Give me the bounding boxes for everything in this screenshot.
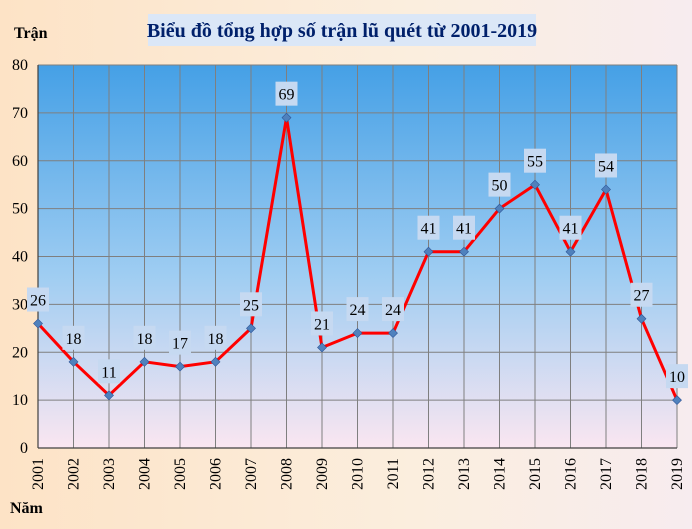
y-tick-label: 20	[12, 344, 28, 361]
data-label: 24	[385, 302, 401, 319]
data-label-box	[630, 282, 653, 307]
data-labels: 26 18 11 18 17 18 25 69 21 24 24 41 41 50 55 41 54 27 10	[27, 81, 688, 389]
data-point-marker	[459, 246, 469, 257]
data-label-box	[98, 359, 120, 384]
x-tick-label: 2007	[243, 458, 260, 490]
x-tick-label: 2012	[421, 458, 438, 490]
y-tick-label: 80	[12, 57, 28, 74]
data-label-box	[133, 325, 156, 350]
x-tick-label: 2009	[314, 458, 331, 490]
x-tick-label: 2015	[527, 458, 544, 490]
x-tick-label: 2019	[669, 458, 686, 490]
title-box	[148, 14, 536, 46]
x-tick-label: 2011	[385, 458, 402, 489]
data-label: 50	[492, 178, 508, 195]
y-tick-label: 30	[12, 296, 28, 313]
data-label: 21	[314, 316, 330, 333]
data-label-box	[595, 153, 617, 178]
x-tick-label: 2008	[279, 458, 296, 490]
data-label: 11	[101, 364, 116, 381]
x-axis-label: Năm	[10, 500, 44, 517]
data-point-marker	[494, 203, 505, 214]
data-label: 41	[563, 221, 579, 238]
x-tick-label: 2013	[456, 458, 473, 490]
data-label: 18	[208, 331, 224, 348]
data-point-marker	[33, 318, 43, 329]
x-tick-label: 2001	[30, 458, 47, 490]
data-point-marker	[281, 112, 292, 123]
data-label-box	[240, 292, 262, 317]
y-tick-label: 0	[20, 440, 28, 457]
data-point-marker	[68, 356, 79, 367]
y-tick-label: 10	[12, 392, 28, 409]
data-label: 54	[598, 158, 614, 175]
x-tick-label: 2017	[598, 458, 615, 490]
x-tick-label: 2018	[634, 458, 651, 490]
data-label: 27	[634, 288, 650, 305]
y-tick-label: 60	[12, 153, 28, 170]
data-label: 25	[243, 297, 259, 314]
data-label: 41	[456, 221, 472, 238]
x-tick-label: 2016	[563, 458, 580, 490]
data-point-marker	[246, 323, 256, 334]
data-label-box	[666, 364, 688, 389]
data-label: 26	[30, 293, 46, 310]
x-tick-label: 2002	[66, 458, 83, 490]
y-axis-label: Trận	[14, 25, 48, 42]
data-label-box	[488, 172, 511, 197]
data-label-box	[346, 297, 369, 322]
x-tick-label: 2004	[137, 458, 154, 490]
data-point-marker	[388, 328, 398, 339]
x-tick-label: 2005	[172, 458, 189, 490]
data-label-box	[169, 330, 191, 355]
data-label: 55	[527, 154, 543, 171]
data-point-marker	[601, 184, 611, 195]
data-point-marker	[530, 179, 540, 190]
data-markers	[33, 112, 682, 406]
data-point-marker	[423, 246, 434, 257]
data-point-marker	[104, 390, 114, 401]
data-point-marker	[175, 361, 185, 372]
data-label: 24	[350, 302, 366, 319]
data-label: 18	[66, 331, 82, 348]
data-label-box	[559, 215, 582, 240]
data-label-box	[204, 325, 227, 350]
data-label-box	[311, 311, 333, 336]
y-tick-label: 40	[12, 249, 28, 266]
data-label-box	[27, 287, 49, 312]
data-label-box	[453, 215, 475, 240]
data-label: 18	[137, 331, 153, 348]
y-tick-label: 70	[12, 105, 28, 122]
data-label: 41	[421, 221, 437, 238]
data-label-box	[275, 81, 298, 106]
data-point-marker	[317, 342, 327, 353]
data-point-marker	[672, 395, 682, 406]
data-point-marker	[139, 356, 150, 367]
data-label-box	[417, 215, 440, 240]
axes: 0 10 20 30 40 50 60 70 80 2001 2002 2003 2004 2005 200…	[12, 57, 686, 490]
x-tick-label: 2010	[350, 458, 367, 490]
x-tick-label: 2014	[492, 458, 509, 490]
data-label-box	[524, 148, 546, 173]
x-tick-label: 2006	[208, 458, 225, 490]
chart-title: Biểu đồ tổng hợp số trận lũ quét từ 2001…	[147, 20, 537, 42]
data-point-marker	[565, 246, 576, 257]
data-point-marker	[636, 313, 647, 324]
data-label-box	[382, 297, 404, 322]
data-label: 17	[172, 336, 188, 353]
x-tick-label: 2003	[101, 458, 118, 490]
data-point-marker	[210, 356, 221, 367]
data-label: 69	[279, 87, 295, 104]
data-point-marker	[352, 328, 363, 339]
data-label-box	[62, 325, 85, 350]
data-label: 10	[669, 369, 685, 386]
y-tick-label: 50	[12, 201, 28, 218]
